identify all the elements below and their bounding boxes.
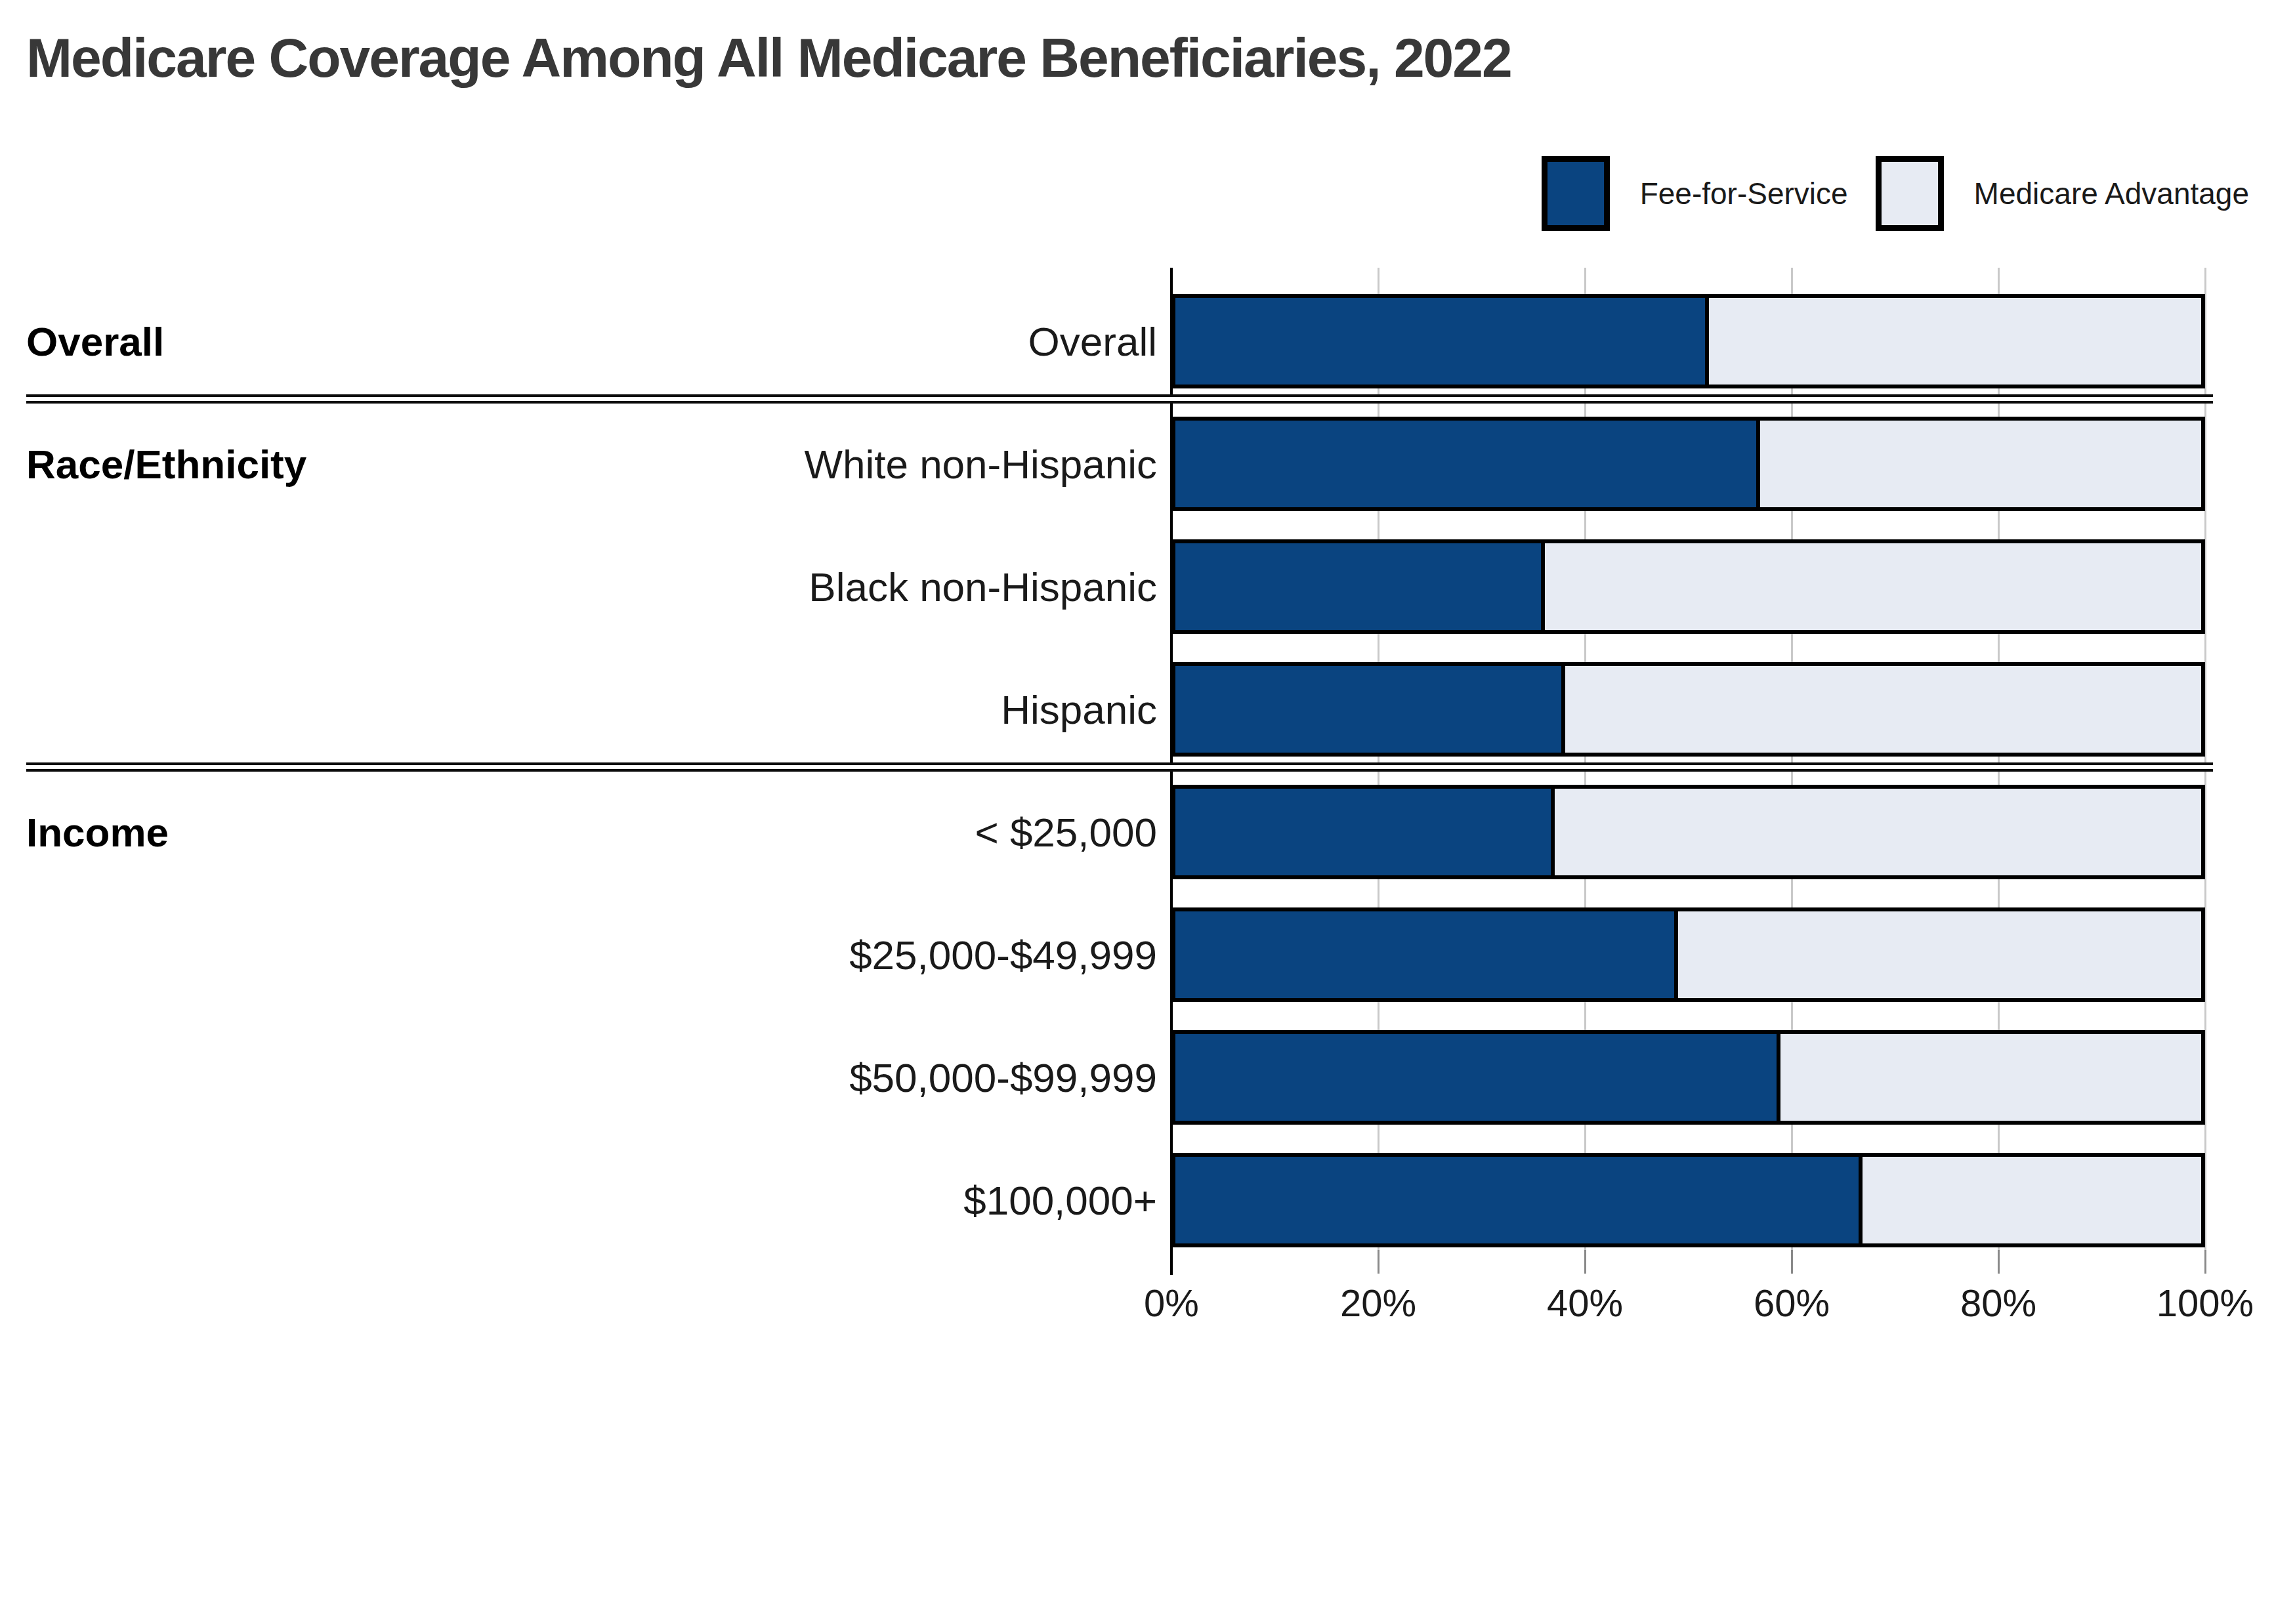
legend-label-medicare-advantage: Medicare Advantage: [1974, 176, 2249, 211]
x-tick-label: 20%: [1340, 1281, 1416, 1325]
legend: Fee-for-Service Medicare Advantage: [1542, 156, 2249, 231]
bar-segment-fee-for-service: [1175, 421, 1760, 507]
axis-tick: [1998, 1250, 2000, 1274]
group-separator-line: [26, 394, 2213, 404]
bar: [1171, 539, 2205, 634]
bar: [1171, 1030, 2205, 1125]
chart-canvas: Medicare Coverage Among All Medicare Ben…: [0, 0, 2274, 1624]
bar-segment-fee-for-service: [1175, 666, 1565, 753]
bar: [1171, 662, 2205, 757]
group-label: Race/Ethnicity: [26, 441, 306, 488]
medicare-advantage-swatch-icon: [1876, 156, 1944, 231]
x-tick-label: 0%: [1144, 1281, 1199, 1325]
row-label: < $25,000: [0, 809, 1157, 856]
bar-segment-fee-for-service: [1175, 298, 1709, 385]
legend-item-medicare-advantage: Medicare Advantage: [1876, 156, 2249, 231]
bar-segment-fee-for-service: [1175, 789, 1555, 875]
bar: [1171, 907, 2205, 1002]
legend-label-fee-for-service: Fee-for-Service: [1640, 176, 1848, 211]
bar-segment-fee-for-service: [1175, 543, 1545, 630]
bar: [1171, 1153, 2205, 1247]
bar: [1171, 785, 2205, 879]
row-label: $50,000-$99,999: [0, 1054, 1157, 1101]
x-tick-label: 80%: [1960, 1281, 2036, 1325]
axis-tick: [1584, 1250, 1586, 1274]
bar-segment-fee-for-service: [1175, 911, 1678, 998]
legend-item-fee-for-service: Fee-for-Service: [1542, 156, 1848, 231]
x-tick-label: 100%: [2157, 1281, 2254, 1325]
axis-tick: [1378, 1250, 1379, 1274]
group-label: Income: [26, 809, 169, 856]
bar-segment-fee-for-service: [1175, 1034, 1780, 1121]
chart-title: Medicare Coverage Among All Medicare Ben…: [26, 26, 1511, 90]
group-separator-line: [26, 762, 2213, 772]
bar: [1171, 417, 2205, 511]
row-label: $100,000+: [0, 1177, 1157, 1224]
row-label: $25,000-$49,999: [0, 932, 1157, 978]
bar: [1171, 294, 2205, 388]
row-label: Black non-Hispanic: [0, 564, 1157, 610]
axis-tick: [2204, 1250, 2206, 1274]
row-label: Hispanic: [0, 686, 1157, 733]
x-tick-label: 40%: [1547, 1281, 1623, 1325]
x-tick-label: 60%: [1754, 1281, 1830, 1325]
group-label: Overall: [26, 318, 164, 365]
bar-segment-fee-for-service: [1175, 1157, 1863, 1243]
axis-tick: [1791, 1250, 1793, 1274]
row-label: Overall: [0, 318, 1157, 365]
fee-for-service-swatch-icon: [1542, 156, 1610, 231]
